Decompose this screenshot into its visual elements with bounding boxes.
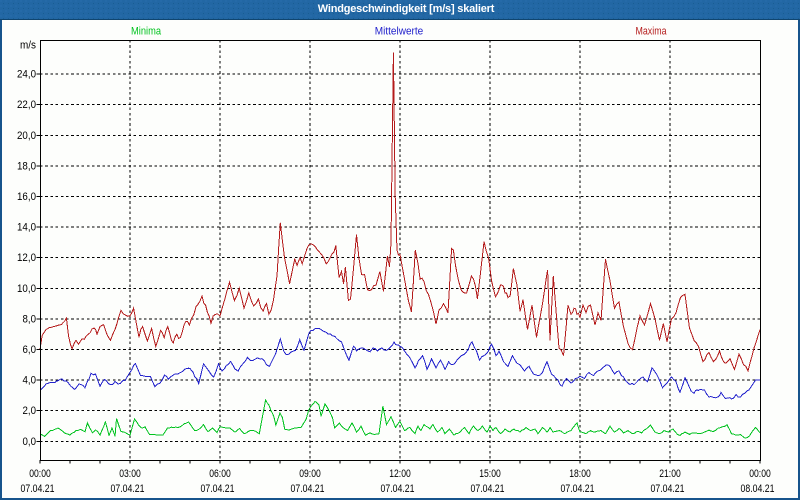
svg-text:07.04.21: 07.04.21 [21, 483, 55, 495]
svg-text:21:00: 21:00 [659, 468, 681, 480]
svg-text:07.04.21: 07.04.21 [561, 483, 595, 495]
svg-text:18:00: 18:00 [569, 468, 591, 480]
svg-text:0,0: 0,0 [23, 436, 37, 448]
svg-text:15:00: 15:00 [479, 468, 501, 480]
svg-text:8,0: 8,0 [23, 313, 37, 325]
svg-text:00:00: 00:00 [29, 468, 51, 480]
svg-text:07.04.21: 07.04.21 [381, 483, 415, 495]
svg-text:00:00: 00:00 [749, 468, 771, 480]
svg-text:08.04.21: 08.04.21 [741, 483, 775, 495]
svg-text:18,0: 18,0 [17, 160, 36, 172]
svg-text:07.04.21: 07.04.21 [111, 483, 145, 495]
svg-text:14,0: 14,0 [17, 222, 36, 234]
svg-text:07.04.21: 07.04.21 [201, 483, 235, 495]
svg-text:12:00: 12:00 [389, 468, 411, 480]
svg-text:03:00: 03:00 [119, 468, 141, 480]
svg-text:06:00: 06:00 [209, 468, 231, 480]
svg-text:10,0: 10,0 [17, 283, 36, 295]
svg-text:12,0: 12,0 [17, 252, 36, 264]
svg-text:16,0: 16,0 [17, 191, 36, 203]
svg-text:Minima: Minima [131, 26, 162, 38]
svg-text:Maxima: Maxima [636, 26, 668, 38]
svg-text:6,0: 6,0 [23, 344, 37, 356]
svg-text:07.04.21: 07.04.21 [291, 483, 325, 495]
svg-text:07.04.21: 07.04.21 [471, 483, 505, 495]
svg-text:2,0: 2,0 [23, 405, 37, 417]
svg-text:m/s: m/s [20, 40, 36, 52]
svg-text:24,0: 24,0 [17, 69, 36, 81]
svg-text:22,0: 22,0 [17, 99, 36, 111]
svg-text:Mittelwerte: Mittelwerte [375, 26, 424, 38]
svg-text:09:00: 09:00 [299, 468, 321, 480]
svg-text:4,0: 4,0 [23, 375, 37, 387]
svg-text:07.04.21: 07.04.21 [651, 483, 685, 495]
svg-text:20,0: 20,0 [17, 130, 36, 142]
